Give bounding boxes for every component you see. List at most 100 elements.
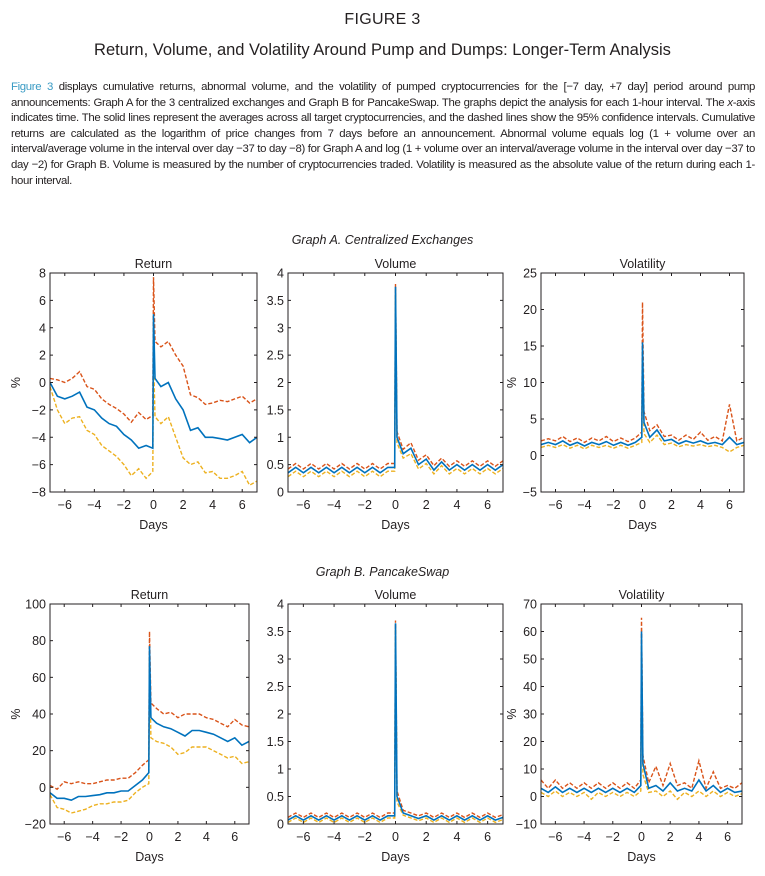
y-tick-label: 40 [32,708,46,722]
y-tick-label: 2 [39,349,46,363]
y-axis-label: % [505,377,519,388]
x-tick-label: 2 [423,830,430,844]
x-tick-label: −4 [327,830,341,844]
lower-ci-line [288,628,503,824]
y-tick-label: −10 [516,818,537,832]
y-tick-label: 40 [523,680,537,694]
lower-ci-line [288,294,503,478]
x-tick-label: −2 [606,498,620,512]
mean-line [541,631,742,794]
x-tick-label: −2 [358,498,372,512]
y-tick-label: 15 [523,340,537,354]
x-tick-label: 4 [697,498,704,512]
y-axis-label: % [9,708,23,719]
x-tick-label: 0 [146,830,153,844]
y-tick-label: 0 [277,486,284,500]
graph-a-volatility-chart: Volatility −5 0 5 10 15 20 25 −6 −4 −2 0 2 4 6 Days% [505,257,745,532]
figure-link[interactable]: Figure 3 [11,81,53,93]
y-tick-label: 3 [277,321,284,335]
y-tick-label: 30 [523,708,537,722]
mean-line [288,623,503,822]
chart-title: Return [131,588,169,602]
graph-b-label: Graph B. PancakeSwap [315,565,450,579]
chart-title: Volatility [619,588,666,602]
x-tick-label: 2 [668,498,675,512]
x-tick-label: −2 [358,830,372,844]
upper-ci-line [288,620,503,819]
x-tick-label: 6 [239,498,246,512]
x-tick-label: 6 [484,498,491,512]
x-tick-label: 0 [150,498,157,512]
y-tick-label: 0 [277,818,284,832]
x-tick-label: 4 [203,830,210,844]
y-tick-label: 0 [39,376,46,390]
chart-title: Volume [375,588,417,602]
x-axis-label: Days [628,518,656,532]
y-tick-label: 0 [530,449,537,463]
y-tick-label: 2.5 [267,349,284,363]
y-tick-label: 0.5 [267,790,284,804]
graph-b-volatility-chart: Volatility −10 0 10 20 30 40 50 60 70 −6 −4 −2 0 2 4 6 Da… [505,588,743,864]
x-tick-label: −4 [327,498,341,512]
y-tick-label: 8 [39,267,46,281]
y-tick-label: 0 [530,790,537,804]
y-tick-label: 2.5 [267,680,284,694]
y-tick-label: −6 [32,458,46,472]
y-tick-label: 20 [523,735,537,749]
x-tick-label: 6 [726,498,733,512]
x-tick-label: −2 [114,830,128,844]
x-axis-label: Days [627,850,655,864]
y-tick-label: 2 [277,708,284,722]
x-tick-label: −6 [548,830,562,844]
y-tick-label: 4 [39,321,46,335]
x-tick-label: 6 [231,830,238,844]
x-axis-label: Days [381,518,409,532]
y-tick-label: 80 [32,634,46,648]
mean-line [288,286,503,474]
y-tick-label: −4 [32,431,46,445]
x-tick-label: −6 [296,830,310,844]
y-tick-label: 10 [523,376,537,390]
y-tick-label: 60 [523,625,537,639]
y-tick-label: 60 [32,671,46,685]
y-tick-label: −5 [523,486,537,500]
y-tick-label: 50 [523,653,537,667]
y-tick-label: 25 [523,267,537,281]
y-tick-label: 2 [277,376,284,390]
x-tick-label: 2 [174,830,181,844]
mean-line [50,646,249,802]
y-tick-label: 20 [523,303,537,317]
upper-ci-line [50,277,257,424]
x-tick-label: −6 [57,830,71,844]
x-tick-label: −4 [86,830,100,844]
y-tick-label: 10 [523,763,537,777]
y-tick-label: 6 [39,294,46,308]
y-tick-label: 5 [530,413,537,427]
caption-text-2: -axis indicates time. The solid lines re… [11,96,755,187]
x-tick-label: −6 [548,498,562,512]
x-tick-label: −6 [58,498,72,512]
figure-caption: Figure 3 displays cumulative returns, ab… [11,80,755,189]
x-tick-label: 0 [639,498,646,512]
x-tick-label: −2 [117,498,131,512]
lower-ci-line [541,360,744,453]
chart-title: Volume [375,257,417,271]
x-tick-label: 6 [724,830,731,844]
y-tick-label: 0.5 [267,458,284,472]
x-tick-label: 6 [484,830,491,844]
figure-label: FIGURE 3 [344,11,421,28]
chart-title: Volatility [620,257,667,271]
x-axis-label: Days [139,518,167,532]
x-tick-label: 0 [392,830,399,844]
y-tick-label: 1 [277,763,284,777]
x-tick-label: −4 [577,498,591,512]
y-tick-label: 1.5 [267,403,284,417]
x-tick-label: −4 [87,498,101,512]
x-axis-label: Days [381,850,409,864]
caption-text-1: displays cumulative returns, abnormal vo… [11,81,755,109]
y-tick-label: 1 [277,431,284,445]
upper-ci-line [541,617,742,791]
y-tick-label: 3.5 [267,294,284,308]
